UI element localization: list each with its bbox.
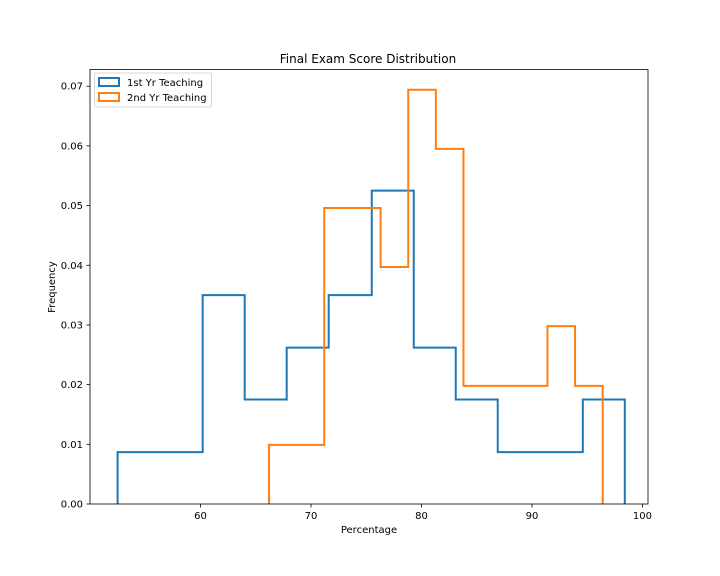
y-axis-label: Frequency xyxy=(47,261,58,313)
y-tick-label: 0.03 xyxy=(61,320,83,331)
legend: 1st Yr Teaching 2nd Yr Teaching xyxy=(94,72,212,108)
plot-frame xyxy=(89,69,649,505)
y-tick-label: 0.06 xyxy=(61,141,83,152)
legend-swatch-1st-yr xyxy=(98,77,120,87)
x-tick-label: 60 xyxy=(194,511,207,522)
y-tick-label: 0.05 xyxy=(61,201,83,212)
chart-title: Final Exam Score Distribution xyxy=(280,52,456,66)
legend-label-1st-yr: 1st Yr Teaching xyxy=(127,78,203,89)
legend-box xyxy=(94,72,212,108)
legend-swatch-2nd-yr xyxy=(98,92,120,102)
x-axis-ticks: 60 70 80 90 100 xyxy=(194,504,652,522)
x-tick-label: 70 xyxy=(305,511,318,522)
histogram-series-1st-yr xyxy=(116,189,626,504)
y-tick-label: 0.01 xyxy=(61,440,83,451)
x-tick-label: 100 xyxy=(633,511,652,522)
x-tick-label: 90 xyxy=(526,511,539,522)
x-tick-label: 80 xyxy=(415,511,428,522)
y-tick-label: 0.04 xyxy=(61,261,83,272)
series-layer xyxy=(116,88,626,504)
histogram-series-2nd-yr xyxy=(268,88,604,504)
legend-label-2nd-yr: 2nd Yr Teaching xyxy=(127,93,207,104)
x-axis-label: Percentage xyxy=(341,525,397,536)
y-tick-label: 0.02 xyxy=(61,380,83,391)
y-tick-label: 0.00 xyxy=(61,500,83,511)
y-tick-label: 0.07 xyxy=(61,82,83,93)
y-axis-ticks: 0.00 0.01 0.02 0.03 0.04 0.05 0.06 0.07 xyxy=(61,82,90,511)
